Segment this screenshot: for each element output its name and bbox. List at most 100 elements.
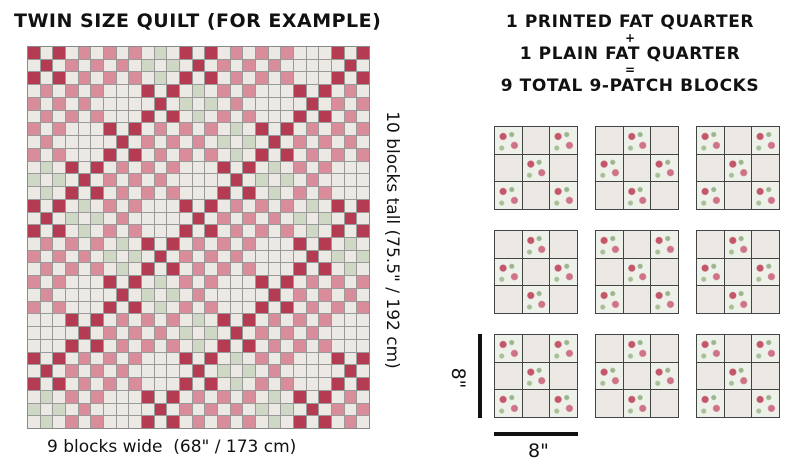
quilt-square (306, 390, 319, 403)
quilt-square (319, 85, 331, 97)
quilt-square (66, 199, 78, 212)
quilt-square (332, 365, 344, 378)
quilt-square (243, 161, 255, 174)
quilt-square (243, 110, 255, 123)
quilt-square (78, 416, 91, 428)
quilt-square (129, 59, 141, 72)
quilt-square (180, 403, 192, 416)
quilt-square (357, 403, 369, 416)
quilt-square (192, 187, 205, 199)
quilt-square (142, 225, 154, 237)
quilt-square (205, 276, 217, 288)
quilt-square (91, 97, 103, 110)
quilt-square (104, 352, 116, 365)
quilt-square (53, 327, 65, 339)
quilt-square (129, 72, 141, 85)
quilt-square (230, 276, 243, 288)
quilt-square (268, 199, 281, 212)
quilt-square (268, 72, 281, 85)
quilt-square (230, 161, 243, 174)
quilt-square (281, 136, 293, 148)
quilt-square (53, 225, 65, 237)
quilt-square (66, 161, 78, 174)
quilt-square (192, 238, 205, 250)
quilt-square (281, 263, 293, 276)
quilt-square (357, 314, 369, 327)
quilt-square (78, 212, 91, 225)
quilt-square (78, 225, 91, 237)
quilt-square (66, 416, 78, 428)
plain-fabric-square (596, 127, 623, 154)
quilt-square (243, 148, 255, 161)
quilt-square (180, 123, 192, 136)
quilt-square (319, 390, 331, 403)
plain-fabric-square (522, 127, 550, 154)
quilt-square (53, 72, 65, 85)
quilt-square (332, 352, 344, 365)
quilt-square (180, 352, 192, 365)
quilt-square (218, 327, 230, 339)
quilt-square (28, 365, 40, 378)
quilt-square (319, 301, 331, 314)
quilt-square (40, 288, 53, 301)
quilt-square (230, 288, 243, 301)
quilt-square (167, 276, 179, 288)
quilt-square (294, 250, 306, 263)
quilt-square (344, 352, 357, 365)
quilt-square (154, 174, 167, 187)
quilt-square (154, 161, 167, 174)
quilt-square (281, 276, 293, 288)
quilt-square (28, 212, 40, 225)
quilt-square (306, 97, 319, 110)
quilt-square (306, 148, 319, 161)
quilt-square (129, 123, 141, 136)
quilt-square (294, 187, 306, 199)
quilt-square (91, 250, 103, 263)
quilt-square (28, 390, 40, 403)
quilt-square (167, 187, 179, 199)
quilt-square (66, 123, 78, 136)
quilt-square (357, 416, 369, 428)
quilt-square (319, 416, 331, 428)
quilt-square (66, 72, 78, 85)
quilt-square (344, 390, 357, 403)
quilt-square (78, 72, 91, 85)
quilt-square (104, 403, 116, 416)
printed-fabric-square (651, 362, 678, 390)
quilt-square (218, 187, 230, 199)
quilt-square (142, 123, 154, 136)
quilt-square (268, 110, 281, 123)
quilt-square (230, 212, 243, 225)
quilt-square (53, 161, 65, 174)
quilt-square (129, 47, 141, 59)
quilt-square (256, 225, 268, 237)
quilt-square (281, 352, 293, 365)
quilt-square (192, 378, 205, 390)
quilt-square (66, 352, 78, 365)
quilt-square (294, 301, 306, 314)
quilt-square (129, 187, 141, 199)
quilt-square (154, 403, 167, 416)
plain-fabric-square (522, 258, 550, 286)
quilt-square (180, 110, 192, 123)
quilt-square (319, 365, 331, 378)
quilt-square (40, 161, 53, 174)
quilt-square (129, 174, 141, 187)
quilt-square (167, 174, 179, 187)
quilt-square (66, 288, 78, 301)
printed-fabric-square (697, 127, 724, 154)
plain-fabric-square (697, 286, 724, 313)
quilt-square (91, 327, 103, 339)
quilt-square (129, 110, 141, 123)
quilt-square (78, 276, 91, 288)
quilt-square (294, 110, 306, 123)
quilt-square (332, 339, 344, 352)
quilt-square (167, 314, 179, 327)
printed-fabric-square (651, 154, 678, 182)
quilt-square (104, 97, 116, 110)
quilt-square (78, 314, 91, 327)
quilt-square (256, 250, 268, 263)
quilt-square (281, 47, 293, 59)
quilt-square (281, 288, 293, 301)
printed-fabric-square (752, 390, 779, 417)
